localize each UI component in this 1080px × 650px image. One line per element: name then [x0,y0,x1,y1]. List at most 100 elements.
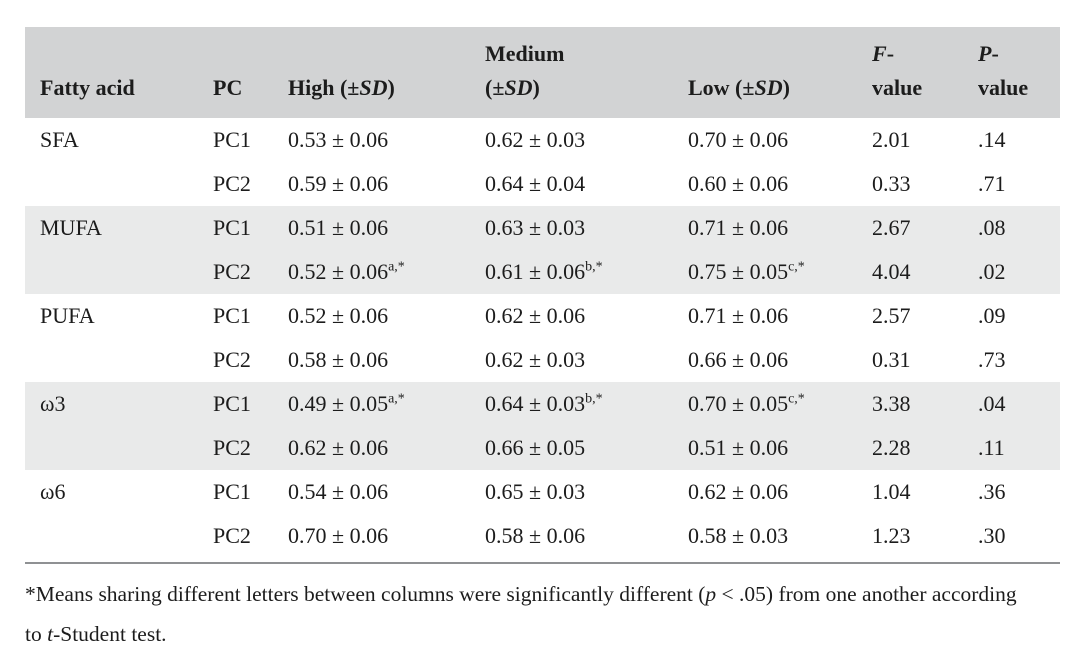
low-cell: 0.66 ± 0.06 [688,347,789,372]
medium-cell: 0.65 ± 0.03 [485,479,586,504]
header-f-line1: F- [872,37,978,71]
low-cell: 0.51 ± 0.06 [688,426,872,470]
pc-cell: PC1 [213,303,251,328]
low-cell: 0.70 ± 0.05c,* [688,382,872,426]
medium-cell: 0.63 ± 0.03 [485,206,688,250]
header-high: High (±SD) [288,27,485,118]
low-cell: 0.60 ± 0.06 [688,171,789,196]
f-value-cell: 2.57 [872,303,911,328]
fatty-acid-cell: ω6 [40,479,66,504]
high-cell: 0.53 ± 0.06 [288,127,389,152]
p-value-cell: .73 [978,347,1006,372]
low-cell: 0.58 ± 0.03 [688,523,789,548]
f-value-cell: 2.67 [872,206,978,250]
medium-cell: 0.58 ± 0.06 [485,523,586,548]
low-cell: 0.75 ± 0.05c,* [688,250,872,294]
p-value-cell: .04 [978,382,1060,426]
low-cell: 0.70 ± 0.06 [688,127,789,152]
pc-cell: PC1 [213,206,288,250]
fatty-acid-cell [25,162,213,206]
p-value-cell: .30 [978,523,1006,548]
header-medium-line1: Medium [485,40,565,66]
significance-superscript: a,* [388,391,405,407]
fatty-acid-table: Fatty acid PC High (±SD) Medium (±SD) Lo… [25,27,1060,558]
header-medium-post: ) [532,74,540,100]
p-value-cell: .14 [978,127,1006,152]
header-p-line1: P- [978,37,1060,71]
header-pc: PC [213,27,288,118]
header-medium-sd: SD [504,74,533,100]
table-bottom-rule [25,562,1060,564]
header-fatty-acid-label: Fatty acid [40,74,135,100]
significance-superscript: a,* [388,259,405,275]
table-footnote: *Means sharing different letters between… [25,574,1033,650]
pc-cell: PC2 [213,426,288,470]
pc-cell: PC2 [213,347,251,372]
table-row: PC2 0.62 ± 0.06 0.66 ± 0.05 0.51 ± 0.06 2.28… [25,426,1060,470]
fatty-acid-cell: SFA [40,127,79,152]
medium-cell: 0.64 ± 0.04 [485,171,586,196]
medium-cell: 0.61 ± 0.06b,* [485,250,688,294]
header-f-dash: - [886,40,895,66]
table-header-row: Fatty acid PC High (±SD) Medium (±SD) Lo… [25,27,1060,118]
pc-cell: PC1 [213,127,251,152]
header-p-word: value [978,74,1029,100]
fatty-acid-cell [25,338,213,382]
low-cell: 0.71 ± 0.06 [688,303,789,328]
header-high-sd: SD [359,74,388,100]
header-pc-label: PC [213,74,243,100]
table-row: PC2 0.70 ± 0.06 0.58 ± 0.06 0.58 ± 0.03 1.23… [25,514,1060,558]
table-row: PC2 0.58 ± 0.06 0.62 ± 0.03 0.66 ± 0.06 0.31… [25,338,1060,382]
footnote-italic-p: p [705,582,717,606]
high-cell: 0.52 ± 0.06 [288,303,389,328]
table-row: ω3 PC1 0.49 ± 0.05a,* 0.64 ± 0.03b,* 0.70 ± … [25,382,1060,426]
significance-superscript: b,* [585,391,603,407]
table-row: SFA PC1 0.53 ± 0.06 0.62 ± 0.03 0.70 ± 0.06 2… [25,118,1060,162]
header-medium-pre: (± [485,74,505,100]
p-value-cell: .36 [978,479,1006,504]
medium-cell: 0.64 ± 0.03b,* [485,382,688,426]
f-value-cell: 3.38 [872,382,978,426]
high-cell: 0.51 ± 0.06 [288,206,485,250]
p-value-cell: .09 [978,303,1006,328]
high-cell: 0.59 ± 0.06 [288,171,389,196]
p-value-cell: .11 [978,426,1060,470]
significance-superscript: b,* [585,259,603,275]
header-high-pre: High (± [288,74,360,100]
fatty-acid-cell [25,250,213,294]
medium-cell: 0.66 ± 0.05 [485,426,688,470]
f-value-cell: 0.31 [872,347,911,372]
f-value-cell: 2.28 [872,426,978,470]
f-value-cell: 0.33 [872,171,911,196]
pc-cell: PC2 [213,171,251,196]
high-cell: 0.58 ± 0.06 [288,347,389,372]
table-row: PC2 0.52 ± 0.06a,* 0.61 ± 0.06b,* 0.75 ± 0.… [25,250,1060,294]
medium-cell: 0.62 ± 0.06 [485,303,586,328]
high-cell: 0.49 ± 0.05a,* [288,382,485,426]
table-row: ω6 PC1 0.54 ± 0.06 0.65 ± 0.03 0.62 ± 0.06 1.… [25,470,1060,514]
header-low-post: ) [782,74,790,100]
header-f-value: F- value [872,27,978,118]
fatty-acid-cell: MUFA [25,206,213,250]
medium-cell: 0.62 ± 0.03 [485,347,586,372]
medium-cell: 0.62 ± 0.03 [485,127,586,152]
footnote-text-3: -Student test. [53,622,167,646]
table-container: Fatty acid PC High (±SD) Medium (±SD) Lo… [25,27,1060,558]
f-value-cell: 4.04 [872,250,978,294]
header-high-post: ) [387,74,395,100]
low-cell: 0.71 ± 0.06 [688,206,872,250]
header-low-pre: Low (± [688,74,755,100]
header-low-sd: SD [754,74,783,100]
significance-superscript: c,* [788,259,805,275]
fatty-acid-cell: ω3 [25,382,213,426]
fatty-acid-cell [25,514,213,558]
footnote-text-1: *Means sharing different letters between… [25,582,706,606]
f-value-cell: 1.23 [872,523,911,548]
p-value-cell: .08 [978,206,1060,250]
high-cell: 0.62 ± 0.06 [288,426,485,470]
p-value-cell: .02 [978,250,1060,294]
f-value-cell: 2.01 [872,127,911,152]
p-value-cell: .71 [978,171,1006,196]
header-f-letter: F [872,40,887,66]
header-low: Low (±SD) [688,27,872,118]
